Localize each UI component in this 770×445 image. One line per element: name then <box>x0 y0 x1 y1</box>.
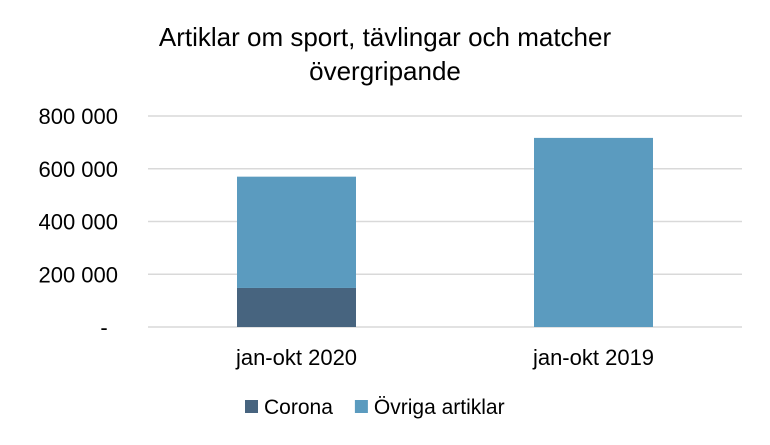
chart-title-line-1: Artiklar om sport, tävlingar och matcher <box>159 22 612 52</box>
y-tick-label: 400 000 <box>38 210 118 235</box>
legend-label: Övriga artiklar <box>374 396 505 419</box>
y-tick-label: 600 000 <box>38 157 118 182</box>
y-tick-label: 200 000 <box>38 262 118 287</box>
chart-title-line-2: övergripande <box>309 56 461 86</box>
bar-Corona <box>237 287 356 327</box>
legend-swatch <box>354 400 368 413</box>
legend-swatch <box>245 400 258 413</box>
bar-Övriga artiklar <box>237 176 356 288</box>
x-tick-label: jan-okt 2019 <box>532 345 654 370</box>
legend-label: Corona <box>264 396 333 419</box>
y-tick-label: - <box>100 315 107 340</box>
y-tick-label: 800 000 <box>38 104 118 129</box>
bar-Övriga artiklar <box>534 137 653 327</box>
x-tick-label: jan-okt 2020 <box>235 345 357 370</box>
